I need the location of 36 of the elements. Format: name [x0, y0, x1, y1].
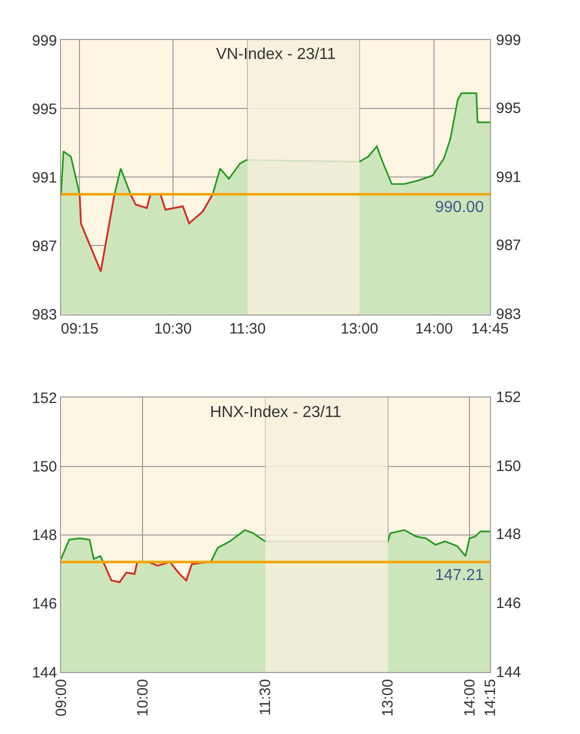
chart-title: VN-Index - 23/11 — [216, 46, 336, 63]
x-tick-label: 13:00 — [340, 320, 378, 338]
ref-line-label: 990.00 — [435, 199, 484, 216]
y2-tick-label: 995 — [496, 100, 522, 117]
x-tick-label: 09:00 — [52, 679, 70, 717]
y2-tick-label: 983 — [496, 306, 522, 323]
x-tick-label: 09:15 — [60, 320, 98, 338]
y2-tick-label: 987 — [496, 237, 522, 254]
y2-tick-label: 146 — [496, 595, 522, 612]
ref-line-label: 147.21 — [435, 567, 484, 584]
y-tick-label: 991 — [32, 169, 57, 186]
y-tick-label: 983 — [32, 306, 57, 324]
x-tick-label: 14:45 — [471, 320, 509, 338]
y2-tick-label: 148 — [496, 526, 522, 543]
y-tick-label: 999 — [32, 32, 57, 50]
x-tick-label: 14:00 — [461, 679, 478, 717]
y-tick-label: 146 — [32, 596, 57, 613]
chart-title: HNX-Index - 23/11 — [210, 404, 342, 421]
y-tick-label: 995 — [32, 100, 57, 118]
y-tick-label: 150 — [32, 458, 57, 476]
x-tick-label: 10:00 — [134, 679, 152, 717]
x-tick-label: 11:30 — [257, 679, 274, 716]
x-tick-label: 13:00 — [380, 679, 397, 717]
y2-tick-label: 150 — [496, 458, 522, 475]
x-tick-label: 10:30 — [154, 320, 192, 338]
x-tick-label: 11:30 — [229, 320, 266, 338]
y-tick-label: 144 — [32, 664, 57, 682]
y-tick-label: 152 — [32, 390, 57, 407]
x-tick-label: 14:00 — [415, 320, 453, 338]
x-tick-label: 14:15 — [482, 679, 499, 717]
y2-tick-label: 999 — [496, 32, 522, 49]
y2-tick-label: 144 — [496, 664, 522, 681]
y2-tick-label: 991 — [496, 169, 522, 186]
y2-tick-label: 152 — [496, 389, 522, 406]
y-tick-label: 148 — [32, 527, 57, 544]
y-tick-label: 987 — [32, 238, 57, 255]
